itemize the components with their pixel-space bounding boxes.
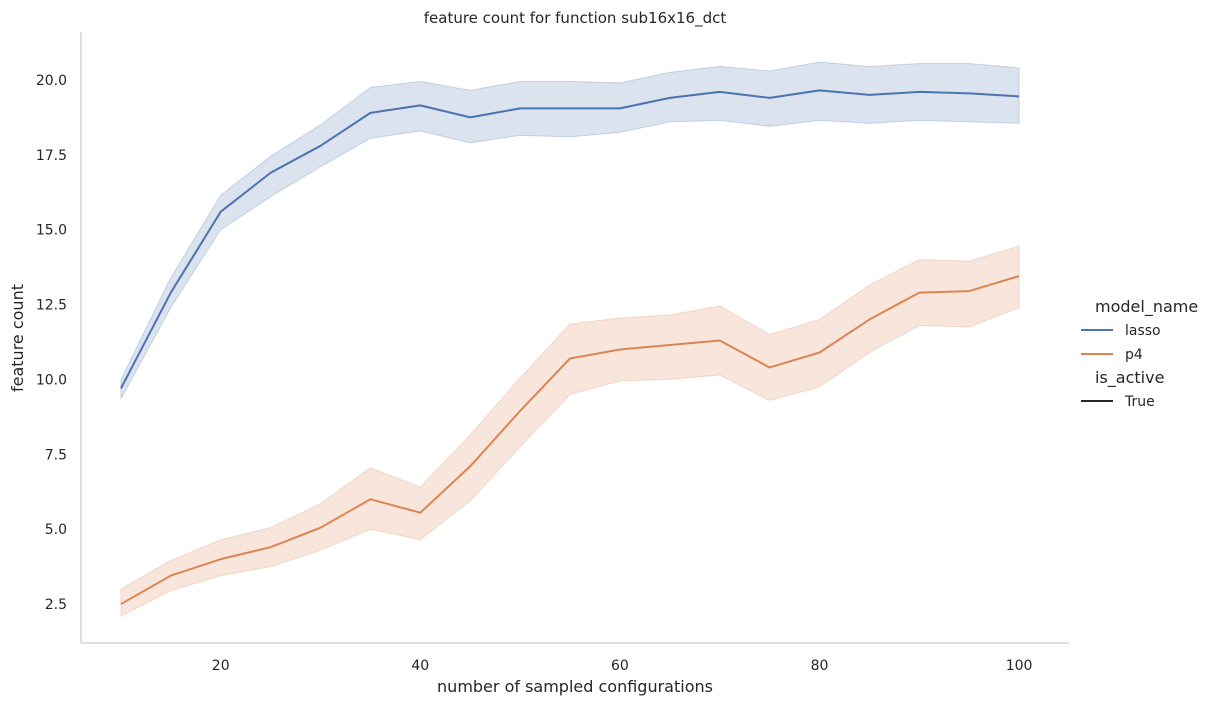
legend-title-model-name: model_name bbox=[1095, 297, 1198, 317]
y-tick-label: 5.0 bbox=[45, 522, 67, 538]
x-axis-label: number of sampled configurations bbox=[437, 677, 713, 696]
legend-label-lasso: lasso bbox=[1125, 323, 1161, 339]
y-tick-label: 15.0 bbox=[36, 223, 67, 239]
legend-style-label: True bbox=[1124, 394, 1155, 410]
x-ticks: 20 40 60 80 100 bbox=[212, 658, 1033, 674]
x-tick-label: 80 bbox=[811, 658, 829, 674]
y-ticks: 2.5 5.0 7.5 10.0 12.5 15.0 17.5 20.0 bbox=[36, 73, 67, 613]
x-tick-label: 20 bbox=[212, 658, 230, 674]
x-tick-label: 60 bbox=[611, 658, 629, 674]
x-tick-label: 100 bbox=[1006, 658, 1033, 674]
legend: model_name lasso p4 is_active True bbox=[1081, 297, 1198, 410]
ci-band-p4 bbox=[120, 245, 1020, 617]
legend-hue-entries: lasso p4 bbox=[1081, 323, 1161, 363]
x-tick-label: 40 bbox=[411, 658, 429, 674]
series-line-p4 bbox=[120, 275, 1020, 605]
y-tick-label: 12.5 bbox=[36, 298, 67, 314]
axes bbox=[80, 32, 1069, 644]
confidence-bands bbox=[120, 61, 1020, 617]
legend-title-is-active: is_active bbox=[1095, 368, 1164, 388]
y-tick-label: 10.0 bbox=[36, 372, 67, 388]
y-tick-label: 7.5 bbox=[45, 447, 67, 463]
y-tick-label: 20.0 bbox=[36, 73, 67, 89]
series-line-lasso bbox=[120, 89, 1020, 389]
chart-title: feature count for function sub16x16_dct bbox=[424, 9, 727, 28]
legend-style-entries: True bbox=[1081, 394, 1155, 410]
ci-band-lasso bbox=[120, 61, 1020, 400]
legend-label-p4: p4 bbox=[1125, 347, 1143, 363]
y-tick-label: 2.5 bbox=[45, 597, 67, 613]
series-lines bbox=[120, 89, 1020, 605]
y-axis-label: feature count bbox=[8, 284, 27, 392]
y-tick-label: 17.5 bbox=[36, 148, 67, 164]
